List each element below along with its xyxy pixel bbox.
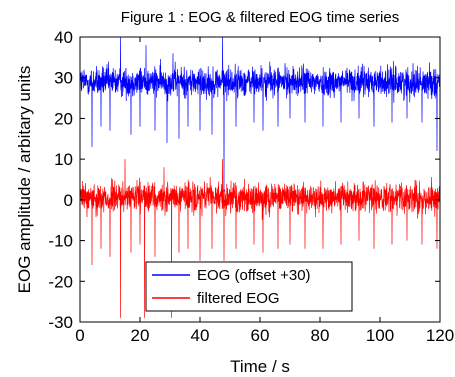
y-tick-label: 0 [64, 191, 73, 210]
series-line-eog [80, 37, 440, 192]
chart-title: Figure 1 : EOG & filtered EOG time serie… [121, 9, 399, 26]
y-tick-label: -30 [48, 313, 73, 332]
y-tick-label: -10 [48, 232, 73, 251]
series-line-filtered-eog [80, 159, 440, 318]
y-axis-label: EOG amplitude / arbitary units [15, 66, 34, 294]
x-tick-label: 20 [131, 326, 150, 345]
y-tick-label: -20 [48, 272, 73, 291]
y-tick-label: 40 [54, 28, 73, 47]
y-tick-label: 10 [54, 150, 73, 169]
x-tick-label: 0 [75, 326, 84, 345]
legend-box [145, 261, 353, 312]
y-tick-label: 20 [54, 109, 73, 128]
x-tick-label: 100 [366, 326, 394, 345]
x-tick-label: 80 [311, 326, 330, 345]
legend-label-filtered-eog: filtered EOG [197, 290, 280, 307]
x-tick-label: 60 [251, 326, 270, 345]
y-tick-label: 30 [54, 69, 73, 88]
legend-label-eog: EOG (offset +30) [197, 267, 311, 284]
x-tick-label: 120 [426, 326, 454, 345]
legend: EOG (offset +30) filtered EOG [145, 261, 353, 312]
x-axis-label: Time / s [230, 357, 290, 376]
x-tick-label: 40 [191, 326, 210, 345]
